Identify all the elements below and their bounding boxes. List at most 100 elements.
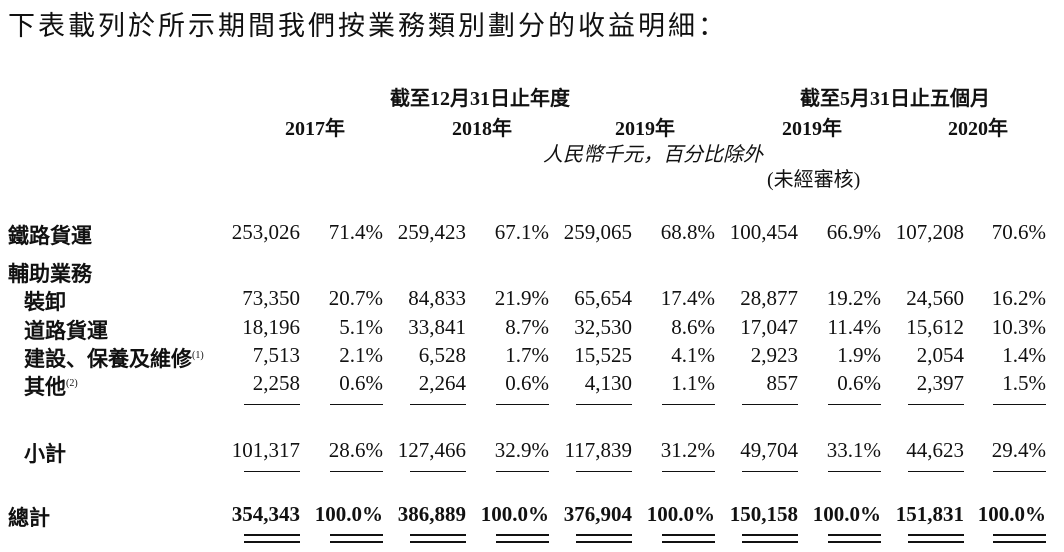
total-rule <box>410 471 466 472</box>
cell-rail-2018-pct: 67.1% <box>494 220 549 244</box>
row-label-road-freight: 道路貨運 <box>24 319 108 343</box>
cell-loading-2020ytd-amount: 24,560 <box>906 286 964 310</box>
subtotal-rule <box>410 404 466 405</box>
total-rule <box>662 471 715 472</box>
cell-total-2018-pct: 100.0% <box>480 502 549 526</box>
cell-total-2017-amount: 354,343 <box>231 502 300 526</box>
year-header-2019: 2019年 <box>615 118 675 140</box>
cell-road-2019ytd-amount: 17,047 <box>740 315 798 339</box>
grand-total-double-rule <box>828 534 881 543</box>
cell-subtotal-2018-pct: 32.9% <box>494 438 549 462</box>
cell-road-2019ytd-pct: 11.4% <box>827 315 881 339</box>
cell-total-2019-pct: 100.0% <box>646 502 715 526</box>
cell-others-2019ytd-amount: 857 <box>766 371 799 395</box>
footnote-marker-2: (2) <box>66 378 78 389</box>
cell-rail-2017-pct: 71.4% <box>328 220 383 244</box>
cell-subtotal-2019ytd-amount: 49,704 <box>740 438 798 462</box>
cell-road-2018-amount: 33,841 <box>408 315 466 339</box>
cell-loading-2019ytd-pct: 19.2% <box>826 286 881 310</box>
year-header-2020-ytd: 2020年 <box>948 118 1008 140</box>
subtotal-rule <box>330 404 383 405</box>
cell-loading-2019-pct: 17.4% <box>660 286 715 310</box>
row-label-others-text: 其他 <box>24 375 66 399</box>
cell-construction-2020ytd-pct: 1.4% <box>1002 343 1046 367</box>
grand-total-double-rule <box>576 534 632 543</box>
cell-construction-2019-pct: 4.1% <box>671 343 715 367</box>
grand-total-double-rule <box>993 534 1046 543</box>
cell-rail-2019ytd-amount: 100,454 <box>729 220 798 244</box>
cell-rail-2019ytd-pct: 66.9% <box>826 220 881 244</box>
grand-total-double-rule <box>410 534 466 543</box>
total-rule <box>330 471 383 472</box>
cell-loading-2018-amount: 84,833 <box>408 286 466 310</box>
unaudited-note: (未經審核) <box>767 169 861 191</box>
cell-subtotal-2017-amount: 101,317 <box>231 438 300 462</box>
cell-construction-2019-amount: 15,525 <box>574 343 632 367</box>
cell-loading-2019-amount: 65,654 <box>574 286 632 310</box>
row-label-loading-unloading: 裝卸 <box>24 290 66 314</box>
cell-total-2019ytd-amount: 150,158 <box>729 502 798 526</box>
cell-others-2020ytd-pct: 1.5% <box>1002 371 1046 395</box>
cell-rail-2020ytd-pct: 70.6% <box>991 220 1046 244</box>
cell-subtotal-2018-amount: 127,466 <box>397 438 466 462</box>
cell-construction-2017-amount: 7,513 <box>252 343 300 367</box>
total-rule <box>496 471 549 472</box>
cell-others-2019-amount: 4,130 <box>584 371 632 395</box>
cell-others-2018-amount: 2,264 <box>418 371 466 395</box>
cell-construction-2019ytd-pct: 1.9% <box>837 343 881 367</box>
row-label-total: 總計 <box>8 506 50 530</box>
grand-total-double-rule <box>908 534 964 543</box>
cell-road-2019-pct: 8.6% <box>671 315 715 339</box>
cell-subtotal-2019ytd-pct: 33.1% <box>826 438 881 462</box>
cell-road-2017-pct: 5.1% <box>339 315 383 339</box>
cell-road-2020ytd-amount: 15,612 <box>906 315 964 339</box>
row-label-others: 其他(2) <box>24 371 78 401</box>
cell-rail-2019-pct: 68.8% <box>660 220 715 244</box>
subtotal-rule <box>576 404 632 405</box>
cell-loading-2020ytd-pct: 16.2% <box>991 286 1046 310</box>
cell-road-2020ytd-pct: 10.3% <box>991 315 1046 339</box>
cell-subtotal-2017-pct: 28.6% <box>328 438 383 462</box>
cell-construction-2018-pct: 1.7% <box>505 343 549 367</box>
cell-rail-2019-amount: 259,065 <box>563 220 632 244</box>
unit-note: 人民幣千元，百分比除外 <box>543 144 763 166</box>
row-label-construction-maintenance-text: 建設、保養及維修 <box>24 347 192 371</box>
total-rule <box>576 471 632 472</box>
cell-total-2019-amount: 376,904 <box>563 502 632 526</box>
cell-total-2020ytd-amount: 151,831 <box>895 502 964 526</box>
cell-loading-2018-pct: 21.9% <box>494 286 549 310</box>
cell-others-2019ytd-pct: 0.6% <box>837 371 881 395</box>
cell-construction-2018-amount: 6,528 <box>418 343 466 367</box>
year-header-2019-ytd: 2019年 <box>782 118 842 140</box>
cell-subtotal-2020ytd-amount: 44,623 <box>906 438 964 462</box>
cell-subtotal-2019-pct: 31.2% <box>660 438 715 462</box>
subtotal-rule <box>244 404 300 405</box>
subtotal-rule <box>496 404 549 405</box>
cell-others-2020ytd-amount: 2,397 <box>916 371 964 395</box>
cell-others-2017-amount: 2,258 <box>252 371 300 395</box>
cell-subtotal-2020ytd-pct: 29.4% <box>991 438 1046 462</box>
cell-total-2020ytd-pct: 100.0% <box>977 502 1046 526</box>
year-header-2017: 2017年 <box>285 118 345 140</box>
year-header-2018: 2018年 <box>452 118 512 140</box>
header-group-annual: 截至12月31日止年度 <box>390 88 570 110</box>
grand-total-double-rule <box>330 534 383 543</box>
row-label-subtotal: 小計 <box>24 442 66 466</box>
cell-construction-2020ytd-amount: 2,054 <box>916 343 964 367</box>
cell-total-2017-pct: 100.0% <box>314 502 383 526</box>
row-label-rail-freight: 鐵路貨運 <box>8 224 92 248</box>
cell-loading-2017-amount: 73,350 <box>242 286 300 310</box>
grand-total-double-rule <box>662 534 715 543</box>
total-rule <box>742 471 798 472</box>
cell-others-2019-pct: 1.1% <box>671 371 715 395</box>
cell-construction-2019ytd-amount: 2,923 <box>750 343 798 367</box>
cell-rail-2018-amount: 259,423 <box>397 220 466 244</box>
cell-others-2017-pct: 0.6% <box>339 371 383 395</box>
intro-text: 下表載列於所示期間我們按業務類別劃分的收益明細： <box>8 11 728 41</box>
row-label-construction-maintenance: 建設、保養及維修(1) <box>24 343 204 373</box>
cell-others-2018-pct: 0.6% <box>505 371 549 395</box>
subtotal-rule <box>908 404 964 405</box>
total-rule <box>244 471 300 472</box>
cell-total-2019ytd-pct: 100.0% <box>812 502 881 526</box>
cell-road-2019-amount: 32,530 <box>574 315 632 339</box>
